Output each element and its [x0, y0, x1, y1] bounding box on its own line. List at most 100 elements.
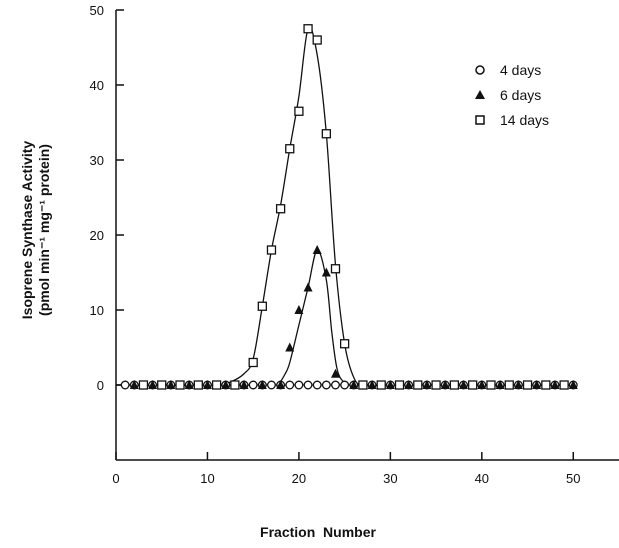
- point-6-days: [568, 380, 578, 389]
- point-14-days: [449, 380, 460, 390]
- point-14-days: [358, 380, 368, 390]
- legend-marker-square: [475, 115, 485, 125]
- point-14-days: [321, 129, 331, 139]
- point-14-days: [285, 144, 295, 154]
- curve-6-days: [115, 249, 574, 386]
- y-tick-label: 30: [90, 153, 104, 168]
- point-14-days: [330, 264, 341, 274]
- point-4-days: [267, 380, 276, 390]
- point-6-days: [495, 380, 505, 389]
- point-14-days: [394, 380, 405, 390]
- legend: 4 days 6 days 14 days: [475, 62, 549, 128]
- point-6-days: [404, 380, 414, 389]
- point-14-days: [541, 380, 551, 390]
- point-6-days: [477, 380, 487, 389]
- point-14-days: [431, 380, 441, 390]
- point-14-days: [230, 380, 240, 390]
- point-14-days: [522, 380, 533, 390]
- point-14-days: [303, 24, 313, 34]
- point-6-days: [459, 380, 469, 389]
- point-6-days: [166, 380, 176, 389]
- y-axis-title: Isoprene Synthase Activity (pmol min⁻¹ m…: [19, 141, 52, 320]
- x-tick-label: 30: [383, 471, 397, 486]
- point-6-days: [294, 305, 304, 314]
- point-14-days: [339, 339, 350, 349]
- point-6-days: [422, 380, 432, 389]
- point-6-days: [330, 368, 340, 378]
- point-4-days: [312, 380, 322, 390]
- point-6-days: [202, 380, 212, 389]
- point-6-days: [239, 380, 249, 389]
- legend-marker-triangle: [475, 90, 485, 99]
- tick-labels: 0 10 20 30 40 50 0 10 20 30 40 50: [90, 3, 581, 486]
- point-6-days: [367, 380, 377, 389]
- point-6-days: [513, 380, 523, 389]
- legend-label-14-days: 14 days: [500, 112, 549, 128]
- point-14-days: [257, 301, 267, 311]
- point-4-days: [321, 380, 331, 390]
- data-points: [120, 24, 578, 390]
- point-14-days: [193, 380, 203, 390]
- point-14-days: [312, 35, 322, 45]
- x-tick-label: 10: [200, 471, 214, 486]
- point-4-days: [120, 380, 130, 390]
- point-6-days: [550, 380, 560, 389]
- point-14-days: [413, 380, 423, 390]
- point-6-days: [532, 380, 542, 389]
- x-tick-label: 20: [292, 471, 306, 486]
- y-tick-label: 40: [90, 78, 104, 93]
- x-tick-label: 0: [112, 471, 119, 486]
- point-6-days: [148, 380, 158, 389]
- point-4-days: [331, 380, 340, 390]
- x-tick-label: 40: [475, 471, 489, 486]
- y-tick-label: 20: [90, 228, 104, 243]
- point-6-days: [312, 245, 322, 254]
- point-14-days: [138, 380, 149, 390]
- point-14-days: [376, 380, 386, 390]
- point-6-days: [221, 380, 231, 389]
- y-tick-label: 10: [90, 303, 104, 318]
- point-4-days: [285, 380, 295, 390]
- x-axis-title: Fraction Number: [260, 524, 376, 540]
- point-6-days: [385, 380, 395, 389]
- point-4-days: [294, 380, 304, 390]
- point-6-days: [303, 282, 313, 292]
- x-tick-label: 50: [566, 471, 580, 486]
- point-14-days: [266, 245, 277, 255]
- point-14-days: [559, 380, 569, 390]
- legend-item-4-days: 4 days: [475, 62, 541, 78]
- point-14-days: [486, 380, 496, 390]
- point-4-days: [340, 380, 350, 390]
- point-14-days: [275, 204, 286, 214]
- point-6-days: [349, 380, 359, 389]
- legend-label-4-days: 4 days: [500, 62, 541, 78]
- legend-item-14-days: 14 days: [475, 112, 549, 128]
- y-axis-title-line1: Isoprene Synthase Activity: [19, 141, 35, 320]
- point-14-days: [211, 380, 222, 390]
- plot-axes: [115, 9, 619, 461]
- point-14-days: [157, 380, 167, 390]
- legend-marker-circle: [475, 65, 485, 75]
- fitted-curves: [115, 26, 574, 387]
- point-6-days: [285, 342, 295, 352]
- point-14-days: [504, 380, 514, 390]
- point-6-days: [257, 380, 267, 389]
- point-6-days: [440, 380, 450, 389]
- point-6-days: [276, 380, 286, 389]
- y-tick-label: 0: [97, 378, 104, 393]
- point-6-days: [129, 380, 139, 389]
- point-4-days: [303, 380, 313, 390]
- point-4-days: [248, 380, 258, 390]
- legend-item-6-days: 6 days: [475, 87, 541, 103]
- point-14-days: [468, 380, 478, 390]
- point-6-days: [184, 380, 194, 389]
- y-axis-title-line2: (pmol min⁻¹ mg⁻¹ protein): [36, 144, 52, 316]
- legend-label-6-days: 6 days: [500, 87, 541, 103]
- point-14-days: [294, 106, 304, 116]
- point-14-days: [248, 357, 258, 368]
- curve-14-days: [115, 26, 574, 387]
- point-14-days: [175, 380, 185, 390]
- y-tick-label: 50: [90, 3, 104, 18]
- point-6-days: [321, 267, 331, 277]
